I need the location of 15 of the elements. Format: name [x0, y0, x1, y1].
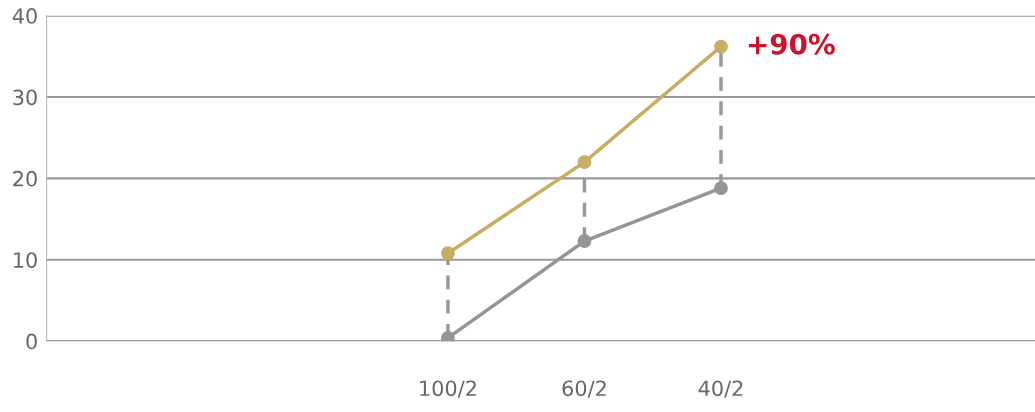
- annotation: +90%: [748, 33, 835, 55]
- point: [441, 246, 455, 261]
- y-tick-label: 0: [26, 333, 37, 350]
- y-tick-label: 10: [14, 252, 37, 268]
- y-tick-label: 30: [13, 89, 37, 106]
- point: [577, 234, 592, 248]
- point: [714, 181, 728, 196]
- y-tick-label: 40: [12, 8, 37, 24]
- x-tick-label: 40/2: [698, 380, 743, 398]
- y-tick-label: 20: [13, 170, 37, 187]
- x-tick-label: 60/2: [562, 380, 606, 398]
- x-tick-label: 100/2: [420, 380, 476, 398]
- point: [441, 330, 455, 342]
- point: [577, 155, 592, 170]
- point: [714, 39, 728, 54]
